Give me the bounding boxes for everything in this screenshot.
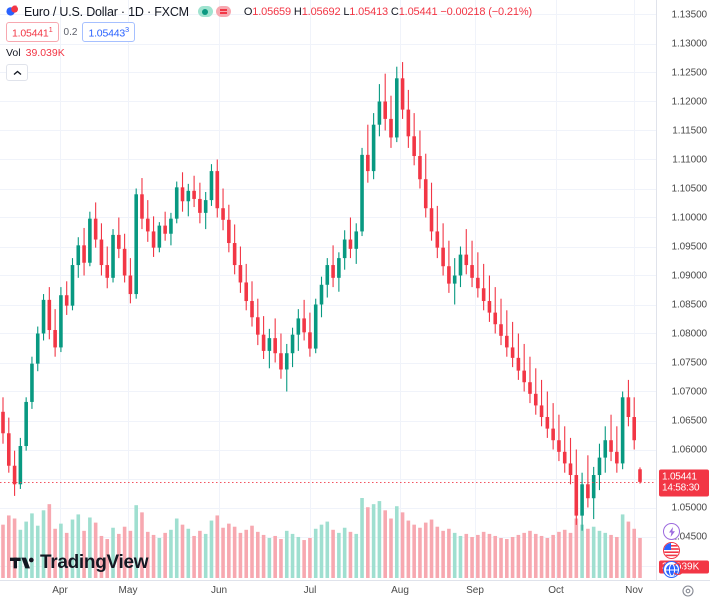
volume-legend-row: Vol 39.039K <box>6 46 532 60</box>
ask-price-sup: 3 <box>125 24 129 34</box>
ohlc-l-value: 1.05413 <box>349 5 389 18</box>
price-tick-label: 1.13500 <box>671 9 708 20</box>
price-tick-label: 1.13000 <box>671 38 708 49</box>
price-tick-label: 1.05000 <box>671 502 708 513</box>
replay-button[interactable] <box>663 561 684 578</box>
price-tick-label: 1.07500 <box>671 357 708 368</box>
candlestick-series <box>1 62 642 531</box>
chart-legend: Euro / U.S. Dollar · 1D · FXCM O1.05659 … <box>6 3 532 81</box>
time-tick-label: Nov <box>625 585 643 596</box>
chevron-up-icon <box>13 70 21 75</box>
bid-price-sup: 1 <box>48 24 53 34</box>
ohlc-c-key: C <box>390 5 399 18</box>
price-tick-label: 1.04500 <box>671 531 708 542</box>
ohlc-o-key: O <box>243 5 253 18</box>
time-tick-label: Oct <box>548 585 564 596</box>
price-tick-label: 1.06500 <box>671 415 708 426</box>
replay-rings-icon <box>672 563 684 575</box>
chart-floating-buttons <box>663 523 684 578</box>
price-tick-label: 1.11500 <box>672 125 707 136</box>
ohlc-c-value: 1.05441 <box>398 5 438 18</box>
time-tick-label: Aug <box>391 585 409 596</box>
lightning-bolt-icon <box>668 526 675 537</box>
ohlc-h-key: H <box>293 5 302 18</box>
bid-price-value: 1.05441 <box>12 27 49 40</box>
us-flag-icon <box>664 543 679 558</box>
price-tick-label: 1.10000 <box>671 212 708 223</box>
price-tick-label: 1.10500 <box>671 183 708 194</box>
ohlc-h-value: 1.05692 <box>301 5 341 18</box>
chart-plot-area[interactable] <box>0 0 657 580</box>
legend-title-row: Euro / U.S. Dollar · 1D · FXCM O1.05659 … <box>6 3 532 20</box>
time-tick-label: May <box>118 585 138 596</box>
volume-value: 39.039K <box>25 47 65 59</box>
tradingview-logo-icon <box>10 557 34 569</box>
price-tick-label: 1.09000 <box>671 270 708 281</box>
price-tick-label: 1.07000 <box>671 386 708 397</box>
alert-button[interactable] <box>663 523 680 540</box>
time-axis[interactable]: Apr May Jun Jul Aug Sep Oct Nov <box>0 580 710 600</box>
price-tick-label: 1.12500 <box>671 67 708 78</box>
ohlc-l-key: L <box>343 5 350 18</box>
volume-bars <box>1 498 642 578</box>
time-tick-label: Sep <box>466 585 484 596</box>
collapse-pane-button[interactable] <box>6 64 28 81</box>
time-tick-label: Jul <box>303 585 317 596</box>
current-time-value: 14:58:30 <box>662 482 700 493</box>
clock-settings-icon[interactable] <box>682 585 694 597</box>
price-tick-label: 1.12000 <box>671 96 708 107</box>
ohlc-change: −0.00218 (−0.21%) <box>440 5 532 18</box>
ask-price-value: 1.05443 <box>88 27 126 40</box>
ohlc-o-value: 1.05659 <box>252 5 291 18</box>
current-price-badge: 1.05441 14:58:30 <box>659 469 709 496</box>
price-tick-label: 1.06000 <box>671 444 708 455</box>
bid-price-pill[interactable]: 1.054411 <box>6 21 59 43</box>
flag-button[interactable] <box>663 542 680 559</box>
eye-dot-icon[interactable] <box>197 6 213 17</box>
ohlc-values: O1.05659 H1.05692 L1.05413 C1.05441 −0.0… <box>244 6 532 18</box>
spread-value: 0.2 <box>63 26 78 38</box>
time-tick-label: Apr <box>52 585 68 596</box>
eurusd-pair-icon <box>6 5 19 18</box>
watermark-text: TradingView <box>40 552 149 573</box>
price-tick-label: 1.08500 <box>671 299 708 310</box>
tradingview-watermark: TradingView <box>10 552 149 574</box>
time-tick-label: Jun <box>210 585 228 596</box>
legend-pill-row: 1.054411 0.2 1.054433 <box>6 21 532 43</box>
menu-lines-icon[interactable] <box>215 6 231 17</box>
legend-toggle-group <box>197 6 231 17</box>
current-price-value: 1.05441 <box>662 471 697 482</box>
price-tick-label: 1.08000 <box>671 328 708 339</box>
price-tick-label: 1.11000 <box>672 154 707 165</box>
ask-price-pill[interactable]: 1.054433 <box>82 21 135 43</box>
symbol-title[interactable]: Euro / U.S. Dollar · 1D · FXCM <box>24 4 189 19</box>
price-axis[interactable]: 1.05441 14:58:30 39.039K 1.13500 1.13000 1… <box>657 0 710 580</box>
price-tick-label: 1.09500 <box>671 241 708 252</box>
current-price-line <box>0 482 656 483</box>
volume-label: Vol <box>6 47 21 59</box>
